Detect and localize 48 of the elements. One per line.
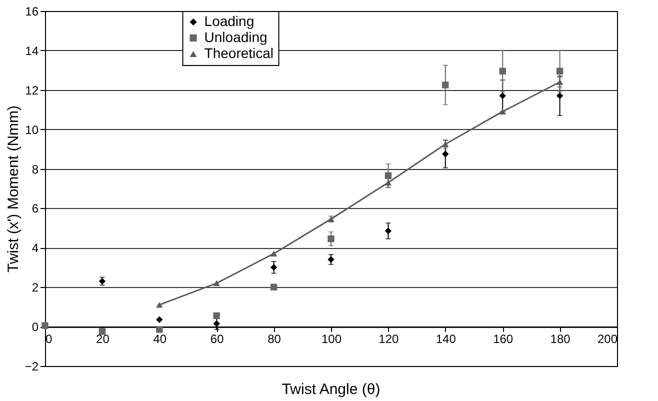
x-tick-label: 160: [493, 332, 514, 346]
y-tick-label: 2: [32, 280, 39, 295]
x-tick-label: 0: [46, 332, 52, 346]
x-tick-label: 20: [96, 332, 110, 346]
point: [270, 284, 278, 290]
point: [499, 68, 506, 75]
point: [442, 82, 449, 88]
point: [98, 328, 106, 335]
y-tick-label: 16: [25, 4, 39, 18]
y-tick-label: 6: [32, 202, 39, 216]
point: [270, 250, 278, 256]
point: [556, 92, 564, 100]
y-tick-label: 12: [25, 83, 39, 98]
point: [384, 180, 392, 186]
point: [156, 302, 163, 308]
x-tick-label: 140: [436, 332, 456, 346]
point: [442, 150, 449, 158]
point: [328, 235, 334, 242]
point: [156, 316, 163, 324]
point: [499, 108, 506, 114]
point: [213, 320, 220, 327]
legend-label: Theoretical: [204, 45, 274, 61]
x-tick-label: 100: [321, 332, 342, 346]
y-tick-label: 4: [32, 241, 39, 256]
legend-label: Loading: [204, 13, 254, 29]
point: [499, 92, 506, 100]
point: [213, 280, 220, 286]
point: [384, 228, 392, 234]
x-tick-label: 40: [153, 332, 167, 346]
x-tick-label: 200: [597, 332, 618, 346]
y-tick-label: 8: [32, 162, 39, 176]
y-tick-label: 0: [32, 320, 39, 334]
point: [213, 312, 220, 320]
point: [328, 256, 334, 263]
x-tick-label: 180: [550, 332, 571, 346]
y-tick-label: 10: [25, 122, 39, 137]
y-tick-label: 14: [25, 44, 39, 58]
y-axis-title: Twist (x') Moment (Nmm): [4, 105, 22, 273]
y-tick-label: −2: [24, 360, 39, 374]
legend-label: Unloading: [204, 29, 268, 45]
point: [556, 79, 564, 85]
x-tick-label: 80: [268, 332, 282, 346]
x-tick-label: 120: [378, 332, 400, 346]
point: [556, 68, 564, 75]
x-axis-title: Twist Angle (θ): [282, 381, 380, 398]
point: [156, 326, 163, 333]
point: [270, 264, 278, 271]
x-tick-label: 60: [210, 332, 224, 346]
